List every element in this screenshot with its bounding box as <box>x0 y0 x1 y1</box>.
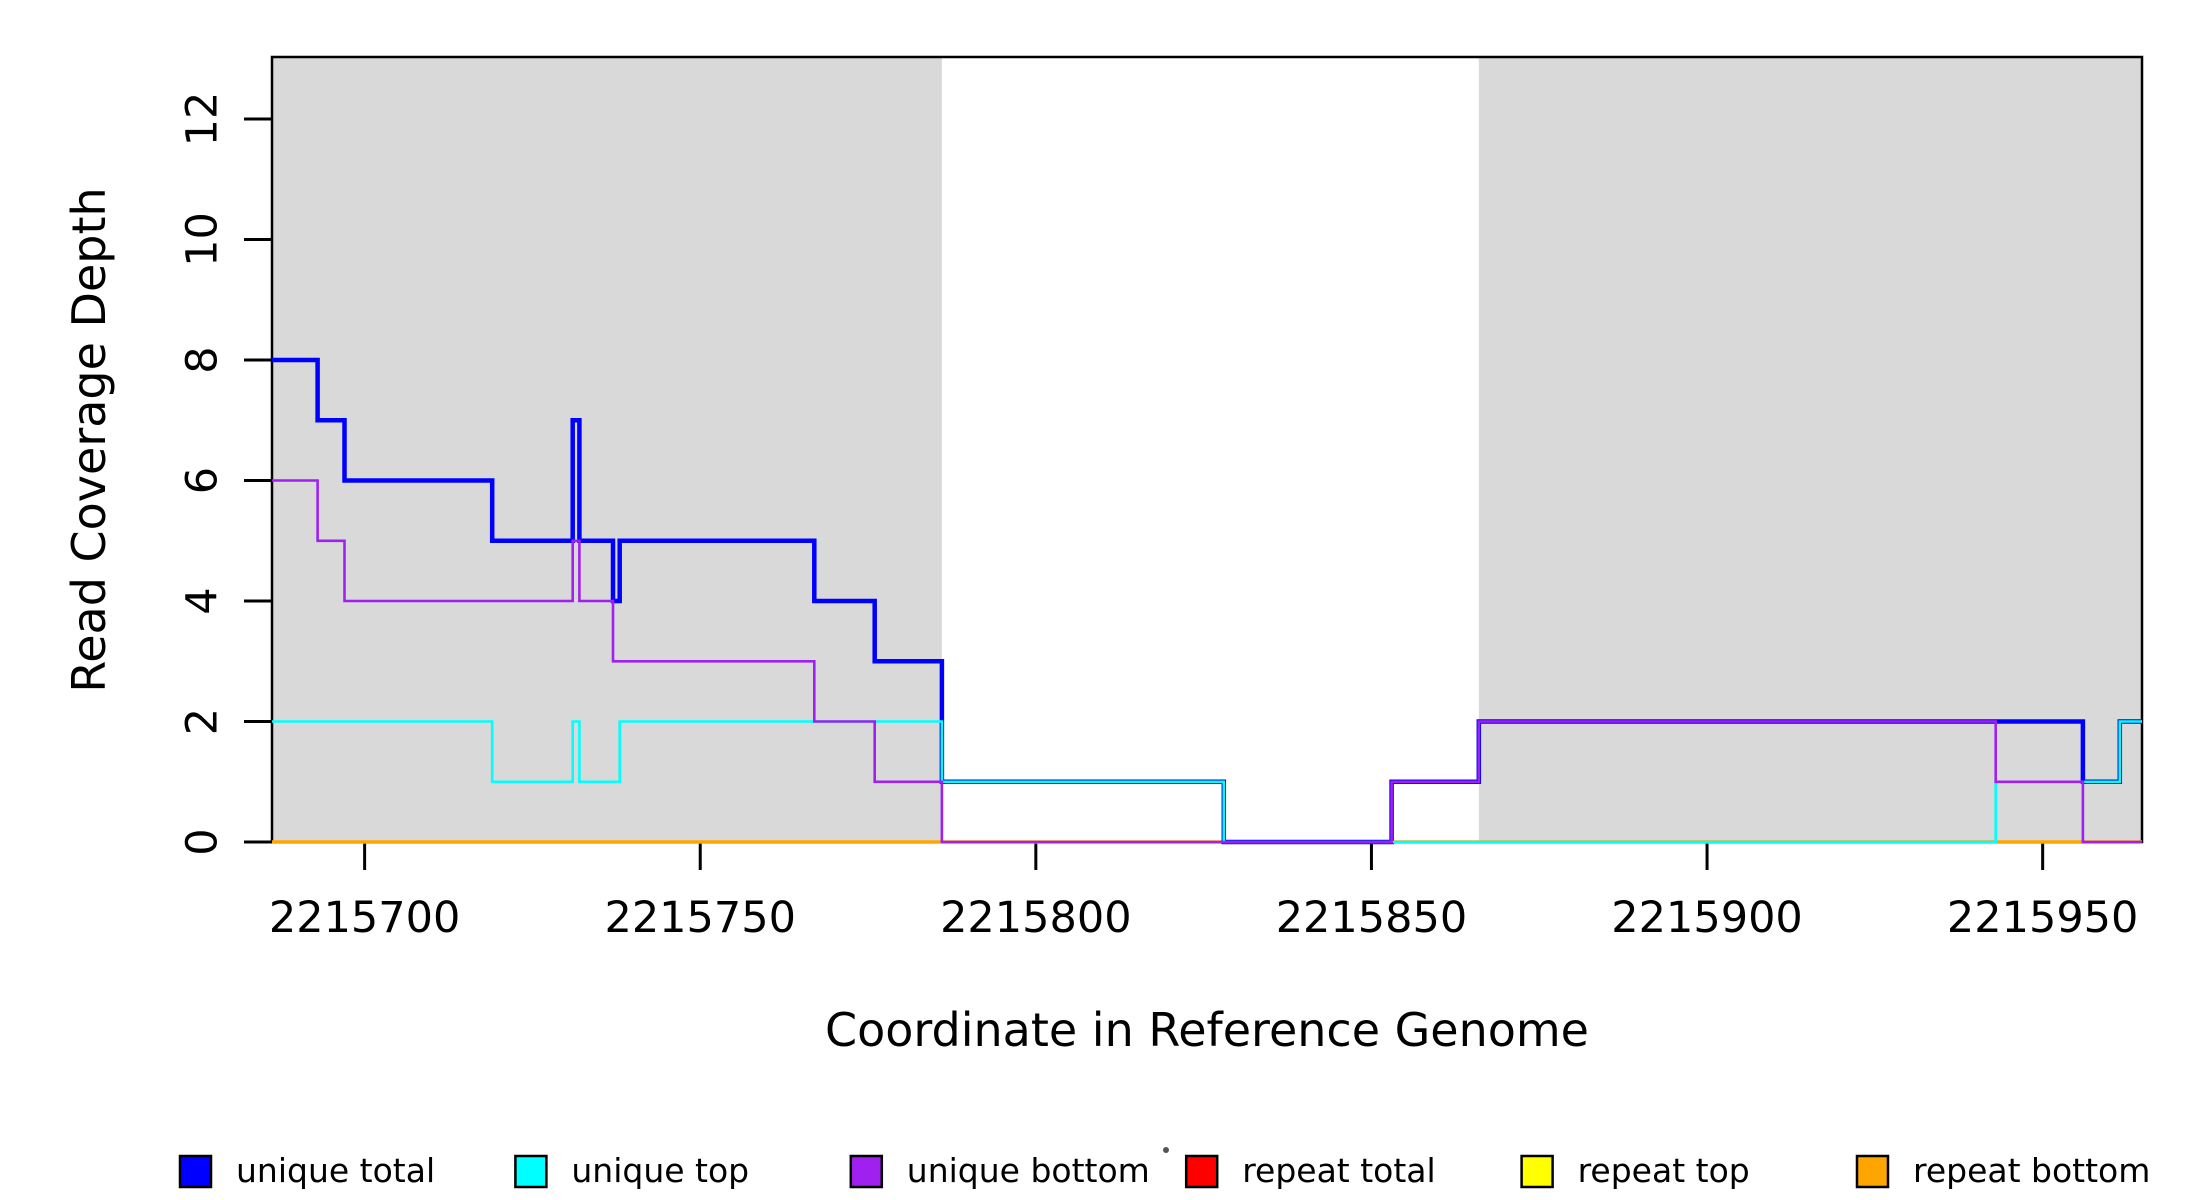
x-tick-label: 2215800 <box>940 893 1132 943</box>
legend-label: repeat bottom <box>1913 1151 2150 1190</box>
shaded-regions <box>272 57 2142 842</box>
legend-item-repeat-top: repeat top <box>1520 1151 1750 1190</box>
y-axis: 0 2 4 6 8 10 12 <box>178 92 272 856</box>
legend-label: unique bottom <box>907 1151 1150 1190</box>
legend-item-repeat-total: repeat total <box>1184 1151 1436 1190</box>
legend-swatch <box>1855 1154 1890 1189</box>
y-tick-label: 12 <box>178 92 228 147</box>
x-tick-label: 2215700 <box>269 893 461 943</box>
legend-swatch <box>514 1154 548 1189</box>
legend-label: unique top <box>571 1151 749 1190</box>
legend-label: repeat top <box>1578 1151 1750 1190</box>
y-tick-label: 4 <box>178 587 228 614</box>
y-tick-label: 8 <box>178 346 228 373</box>
x-axis: 2215700 2215750 2215800 2215850 2215900 22159… <box>269 842 2139 943</box>
gray-band-left <box>272 57 942 842</box>
x-tick-label: 2215850 <box>1276 893 1468 943</box>
series-line-unique-bottom <box>272 479 2142 844</box>
x-axis-title: Coordinate in Reference Genome <box>825 1003 1589 1057</box>
legend: unique total unique top unique bottom repea… <box>178 1151 2150 1190</box>
legend-item-unique-bottom: unique bottom <box>849 1151 1150 1190</box>
legend-item-repeat-bottom: repeat bottom <box>1855 1151 2150 1190</box>
legend-item-unique-total: unique total <box>178 1151 435 1190</box>
legend-swatch <box>178 1154 213 1189</box>
gray-band-right <box>1478 57 2142 842</box>
series-lines <box>272 357 2142 845</box>
legend-label: unique total <box>236 1151 435 1190</box>
legend-swatch <box>1520 1154 1554 1189</box>
legend-swatch <box>1184 1154 1219 1189</box>
y-tick-label: 2 <box>178 708 228 735</box>
x-tick-label: 2215900 <box>1611 893 1803 943</box>
y-tick-label: 0 <box>178 828 228 855</box>
y-tick-label: 10 <box>178 212 228 267</box>
x-tick-label: 2215750 <box>604 893 796 943</box>
legend-item-unique-top: unique top <box>514 1151 749 1190</box>
y-tick-label: 6 <box>178 467 228 494</box>
x-tick-label: 2215950 <box>1947 893 2139 943</box>
legend-label: repeat total <box>1242 1151 1436 1190</box>
stray-mark <box>1163 1147 1169 1153</box>
y-axis-title: Read Coverage Depth <box>62 187 116 692</box>
legend-swatch <box>849 1154 884 1189</box>
